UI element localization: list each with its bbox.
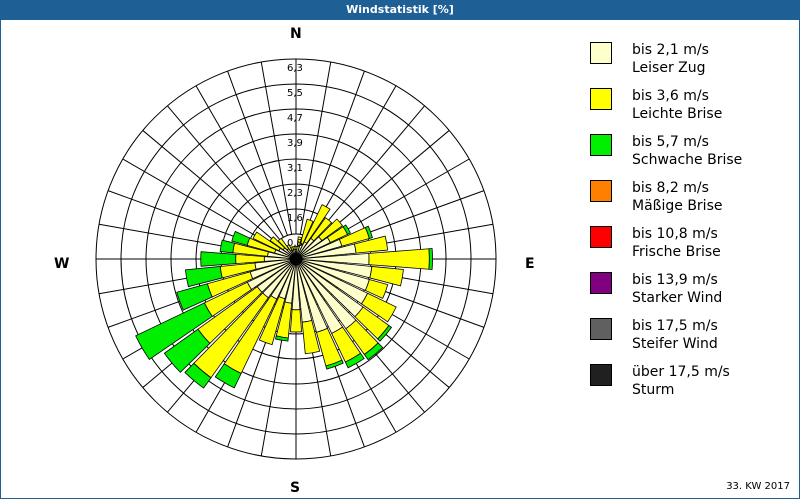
wind-sector xyxy=(200,251,237,267)
svg-text:4,7: 4,7 xyxy=(287,113,303,124)
legend-range: bis 2,1 m/s xyxy=(632,42,709,58)
wind-sector xyxy=(299,218,314,246)
legend-swatch xyxy=(590,364,612,386)
wind-sector xyxy=(369,265,404,287)
wind-sector xyxy=(428,248,433,270)
legend-name: Leichte Brise xyxy=(632,106,723,122)
period-label: 33. KW 2017 xyxy=(726,481,790,492)
wind-sector xyxy=(274,335,289,342)
wind-sector xyxy=(360,292,397,323)
wind-sector xyxy=(303,204,331,244)
svg-text:5,5: 5,5 xyxy=(287,88,303,99)
wind-sector xyxy=(368,248,430,270)
legend-swatch xyxy=(590,272,612,294)
chart-title: Windstatistik [%] xyxy=(0,0,800,20)
wind-sector xyxy=(258,296,286,346)
svg-text:2,3: 2,3 xyxy=(287,188,303,199)
legend-swatch xyxy=(590,180,612,202)
svg-text:3,1: 3,1 xyxy=(287,163,303,174)
svg-text:1,6: 1,6 xyxy=(287,213,303,224)
compass-south-label: S xyxy=(290,480,301,496)
wind-sector xyxy=(344,352,365,369)
legend-swatch xyxy=(590,318,612,340)
legend-name: Sturm xyxy=(632,382,675,398)
wind-sector xyxy=(318,218,344,242)
wind-sector xyxy=(184,362,212,389)
legend-name: Starker Wind xyxy=(632,290,723,306)
legend-range: bis 3,6 m/s xyxy=(632,88,709,104)
wind-sector xyxy=(364,278,389,299)
legend-name: Schwache Brise xyxy=(632,152,743,168)
wind-sector xyxy=(176,283,213,311)
svg-text:0,8: 0,8 xyxy=(287,238,303,249)
wind-sector xyxy=(310,217,333,242)
wind-sector xyxy=(363,342,384,361)
legend-range: über 17,5 m/s xyxy=(632,364,730,380)
legend-range: bis 17,5 m/s xyxy=(632,318,718,334)
wind-sector xyxy=(219,239,235,254)
legend-range: bis 8,2 m/s xyxy=(632,180,709,196)
wind-sector xyxy=(325,359,344,370)
wind-sector xyxy=(277,237,290,251)
wind-sector xyxy=(353,235,389,254)
wind-sector xyxy=(296,236,303,248)
legend-swatch xyxy=(590,134,612,156)
legend-name: Steifer Wind xyxy=(632,336,718,352)
wind-sector xyxy=(292,245,296,251)
wind-sector xyxy=(135,302,213,360)
compass-west-label: W xyxy=(54,256,70,272)
legend-name: Leiser Zug xyxy=(632,60,706,76)
legend-name: Frische Brise xyxy=(632,244,721,260)
legend-range: bis 10,8 m/s xyxy=(632,226,718,242)
legend-range: bis 5,7 m/s xyxy=(632,134,709,150)
legend-swatch xyxy=(590,42,612,64)
compass-east-label: E xyxy=(525,256,535,272)
legend-name: Mäßige Brise xyxy=(632,198,723,214)
wind-sector xyxy=(364,225,373,240)
legend-range: bis 13,9 m/s xyxy=(632,272,718,288)
svg-text:6,3: 6,3 xyxy=(287,63,303,74)
wind-sector xyxy=(252,231,281,252)
legend-swatch xyxy=(590,88,612,110)
svg-text:3,9: 3,9 xyxy=(287,138,303,149)
wind-sector xyxy=(231,230,251,246)
wind-sector xyxy=(184,265,223,288)
wind-sector xyxy=(342,224,351,235)
wind-sector xyxy=(289,309,303,333)
compass-north-label: N xyxy=(290,26,302,42)
wind-sector xyxy=(377,324,393,342)
wind-sector xyxy=(269,236,286,251)
wind-sector xyxy=(214,363,242,389)
wind-sector xyxy=(163,328,211,373)
wind-sector xyxy=(301,320,321,355)
wind-sector xyxy=(286,244,293,252)
legend-swatch xyxy=(590,226,612,248)
